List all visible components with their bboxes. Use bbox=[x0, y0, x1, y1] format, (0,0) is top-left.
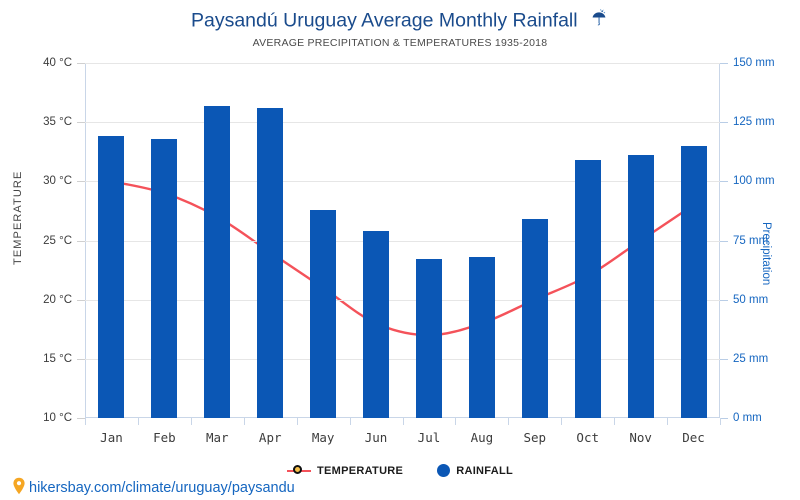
x-axis-tick bbox=[85, 418, 86, 425]
rainfall-bar[interactable] bbox=[468, 257, 495, 418]
gridline bbox=[85, 122, 720, 124]
x-axis-tick bbox=[667, 418, 669, 425]
y-axis-tick bbox=[77, 358, 85, 360]
y2-axis-tick-label: 100 mm bbox=[733, 175, 775, 188]
x-axis-tick bbox=[508, 418, 510, 425]
x-axis-tick-label: Aug bbox=[470, 430, 494, 445]
x-axis-tick-label: Jan bbox=[100, 430, 123, 445]
x-axis-tick-label: Dec bbox=[682, 430, 705, 445]
x-axis-tick-label: May bbox=[311, 430, 335, 445]
page-subtitle: AVERAGE PRECIPITATION & TEMPERATURES 193… bbox=[252, 37, 548, 49]
y2-axis-tick-label: 0 mm bbox=[733, 412, 762, 424]
y-axis-tick-label: 25 °C bbox=[43, 234, 72, 247]
y2-axis-tick-label: 25 mm bbox=[733, 352, 769, 365]
y2-axis-tick bbox=[720, 358, 728, 360]
x-axis-tick bbox=[720, 418, 721, 425]
x-axis-tick-label: Mar bbox=[205, 430, 229, 445]
rainfall-bar[interactable] bbox=[521, 219, 548, 418]
y-axis-tick bbox=[77, 240, 85, 242]
x-axis-tick bbox=[349, 418, 351, 425]
y-axis-tick-label: 35 °C bbox=[43, 116, 72, 129]
source-link-text: hikersbay.com/climate/uruguay/paysandu bbox=[29, 480, 295, 496]
plot-area: Jan: 30 °CFeb: 29 °CMar: 27 °CApr: 24 °C… bbox=[43, 57, 774, 445]
rainfall-bar[interactable] bbox=[204, 105, 231, 418]
page-title: Paysandú Uruguay Average Monthly Rainfal… bbox=[0, 8, 800, 34]
y2-axis-tick bbox=[720, 240, 728, 242]
y-axis-tick bbox=[77, 63, 85, 64]
y2-axis-tick bbox=[720, 299, 728, 301]
bottom-axis-line bbox=[85, 417, 720, 418]
y-axis-tick-label: 40 °C bbox=[43, 57, 72, 69]
rainfall-bar[interactable] bbox=[627, 155, 654, 418]
y-axis-title-temperature: TEMPERATURE bbox=[12, 170, 24, 265]
y-axis-tick-label: 10 °C bbox=[43, 412, 72, 424]
gridline bbox=[85, 181, 720, 183]
temperature-line bbox=[110, 180, 695, 337]
rainfall-bar[interactable] bbox=[151, 138, 178, 418]
x-axis-tick-label: Jul bbox=[417, 430, 441, 445]
legend-label-rainfall: RAINFALL bbox=[456, 464, 513, 477]
rainfall-bar[interactable] bbox=[574, 160, 601, 418]
x-axis-tick-label: Nov bbox=[629, 430, 652, 445]
legend-item-temperature[interactable]: TEMPERATURE bbox=[286, 464, 404, 477]
y2-axis-tick-label: 50 mm bbox=[733, 293, 769, 306]
x-axis-tick bbox=[402, 418, 404, 425]
rainfall-legend-marker-icon bbox=[437, 464, 451, 477]
gridline bbox=[85, 63, 720, 64]
y-axis-tick bbox=[77, 181, 85, 183]
rainfall-bar[interactable] bbox=[680, 145, 707, 418]
x-axis-tick bbox=[296, 418, 298, 425]
temperature-legend-marker-icon bbox=[286, 465, 311, 476]
gridline bbox=[85, 240, 720, 242]
x-axis-tick-label: Jun bbox=[364, 430, 388, 445]
x-axis-tick-label: Sep bbox=[523, 430, 547, 445]
map-pin-icon bbox=[12, 477, 26, 499]
rainfall-bar[interactable] bbox=[257, 107, 284, 418]
rainfall-bar[interactable] bbox=[310, 209, 337, 418]
umbrella-rain-icon bbox=[589, 8, 609, 34]
x-axis-tick-label: Oct bbox=[576, 430, 599, 445]
y2-axis-tick bbox=[720, 181, 728, 183]
y-axis-tick-label: 30 °C bbox=[43, 175, 72, 188]
x-axis-tick bbox=[243, 418, 245, 425]
x-axis-tick-label: Feb bbox=[153, 430, 176, 445]
y2-axis-tick-label: 75 mm bbox=[733, 234, 769, 247]
y-axis-tick bbox=[77, 418, 85, 419]
gridline bbox=[85, 299, 720, 301]
x-axis-tick bbox=[614, 418, 616, 425]
gridline bbox=[85, 358, 720, 360]
rainfall-bar[interactable] bbox=[363, 231, 390, 418]
y-axis-tick bbox=[77, 299, 85, 301]
y-axis-tick-label: 15 °C bbox=[43, 352, 72, 365]
rainfall-bar[interactable] bbox=[415, 259, 442, 418]
y2-axis-tick bbox=[720, 418, 728, 419]
legend-label-temperature: TEMPERATURE bbox=[316, 464, 404, 477]
y-axis-title-precipitation: Precipitation bbox=[760, 222, 772, 286]
source-link[interactable]: hikersbay.com/climate/uruguay/paysandu bbox=[12, 477, 295, 499]
y-axis-tick bbox=[77, 122, 85, 124]
y2-axis-tick bbox=[720, 122, 728, 124]
y-axis-tick-label: 20 °C bbox=[43, 293, 72, 306]
y2-axis-tick bbox=[720, 63, 728, 64]
chart-legend: TEMPERATURE RAINFALL bbox=[0, 464, 800, 477]
page-title-text: Paysandú Uruguay Average Monthly Rainfal… bbox=[190, 9, 578, 32]
rainfall-bar[interactable] bbox=[98, 136, 125, 418]
legend-item-rainfall[interactable]: RAINFALL bbox=[437, 464, 513, 477]
x-axis-tick bbox=[190, 418, 192, 425]
x-axis-tick-label: Apr bbox=[258, 430, 282, 445]
y2-axis-tick-label: 150 mm bbox=[733, 57, 775, 69]
x-axis-tick bbox=[137, 418, 139, 425]
x-axis-tick bbox=[455, 418, 457, 425]
y2-axis-tick-label: 125 mm bbox=[733, 116, 775, 129]
x-axis-tick bbox=[561, 418, 563, 425]
